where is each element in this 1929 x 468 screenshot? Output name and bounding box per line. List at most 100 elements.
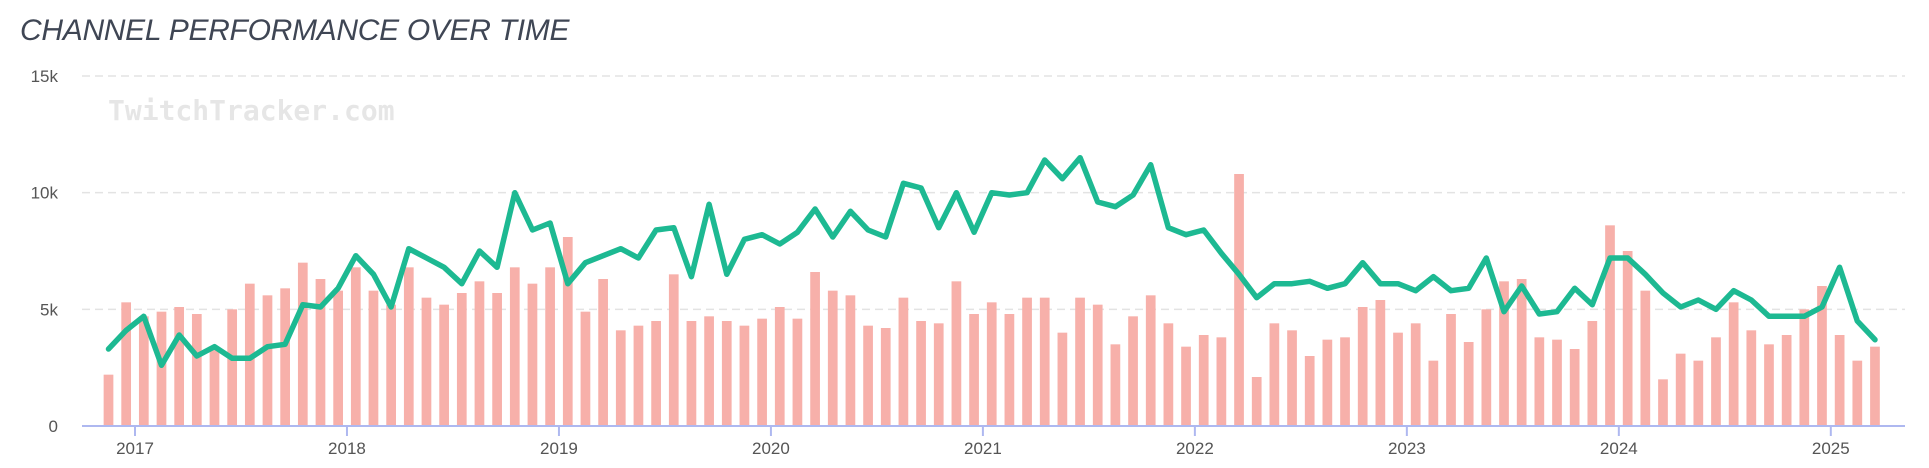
bar [421, 297, 432, 426]
bar [1393, 332, 1403, 426]
bar [633, 325, 644, 426]
bar [863, 325, 873, 426]
bar [1552, 339, 1562, 426]
bar [1569, 349, 1580, 426]
bar [280, 288, 291, 426]
bar [1675, 353, 1686, 426]
bar [845, 295, 856, 426]
x-tick-label: 2025 [1812, 439, 1850, 458]
bar [1640, 290, 1651, 426]
bar [1287, 330, 1297, 426]
bar [1357, 307, 1368, 426]
bar [1022, 297, 1032, 426]
y-tick-label: 10k [31, 184, 59, 203]
bar [739, 325, 750, 426]
bar [1375, 300, 1386, 426]
bar [615, 330, 626, 426]
x-tick-label: 2018 [328, 439, 366, 458]
bar [1834, 335, 1845, 426]
bar [1304, 356, 1315, 426]
bar [1728, 302, 1739, 426]
bar [1711, 337, 1721, 426]
bar [244, 283, 255, 426]
bar [527, 283, 538, 426]
y-tick-label: 0 [49, 417, 58, 436]
bar [333, 290, 343, 426]
bar [474, 281, 485, 426]
bar [545, 267, 555, 426]
bar [1004, 314, 1015, 426]
bar [1269, 323, 1280, 426]
bar [686, 321, 697, 426]
bar [1163, 323, 1174, 426]
bar [721, 321, 732, 426]
bar [1251, 377, 1262, 426]
chart-title: CHANNEL PERFORMANCE OVER TIME [20, 14, 570, 47]
bar [1658, 379, 1668, 426]
bar [121, 302, 132, 426]
bar [509, 267, 520, 426]
bar [1587, 321, 1598, 426]
bar [951, 281, 962, 426]
bar [1181, 346, 1191, 426]
bar [386, 304, 396, 426]
bar [1234, 174, 1244, 426]
y-tick-label: 5k [40, 300, 58, 319]
bar [1110, 344, 1121, 426]
bar [1746, 330, 1757, 426]
bar [103, 374, 114, 426]
bar [880, 328, 891, 426]
bar [439, 304, 449, 426]
bar [191, 314, 202, 426]
x-tick-label: 2019 [540, 439, 578, 458]
bar [916, 321, 926, 426]
bar [1781, 335, 1792, 426]
bar [1516, 279, 1527, 426]
bar [651, 321, 661, 426]
bar [350, 267, 361, 426]
bar [1216, 337, 1227, 426]
bar [1852, 360, 1863, 426]
bar [1799, 309, 1810, 426]
series-line [105, 154, 1878, 369]
bar [898, 297, 909, 426]
bar [1428, 360, 1439, 426]
bar [209, 349, 220, 426]
x-tick-label: 2022 [1176, 439, 1214, 458]
bar [1340, 337, 1350, 426]
bar [1534, 337, 1545, 426]
bar [1322, 339, 1333, 426]
bar [1410, 323, 1421, 426]
bar [1145, 295, 1156, 426]
bar [315, 279, 326, 426]
y-tick-label: 15k [31, 67, 59, 86]
x-tick-label: 2024 [1600, 439, 1638, 458]
bar [138, 316, 149, 426]
bar [1764, 344, 1774, 426]
bar [668, 274, 679, 426]
bar [1622, 251, 1633, 426]
bar [757, 318, 767, 426]
watermark: TwitchTracker.com [108, 94, 395, 127]
bar [827, 290, 838, 426]
x-tick-label: 2017 [116, 439, 154, 458]
bar [1128, 316, 1138, 426]
bar [1446, 314, 1456, 426]
bar [492, 293, 502, 426]
bar [297, 262, 308, 426]
bar [227, 309, 238, 426]
x-tick-label: 2021 [964, 439, 1002, 458]
bar [1817, 286, 1827, 426]
bar [810, 272, 820, 426]
bar [792, 318, 803, 426]
bar [1481, 309, 1492, 426]
bar [562, 237, 573, 426]
bar [1198, 335, 1209, 426]
bar [986, 302, 997, 426]
bar [580, 311, 591, 426]
bar [1463, 342, 1474, 426]
bar [969, 314, 979, 426]
bar [403, 267, 414, 426]
